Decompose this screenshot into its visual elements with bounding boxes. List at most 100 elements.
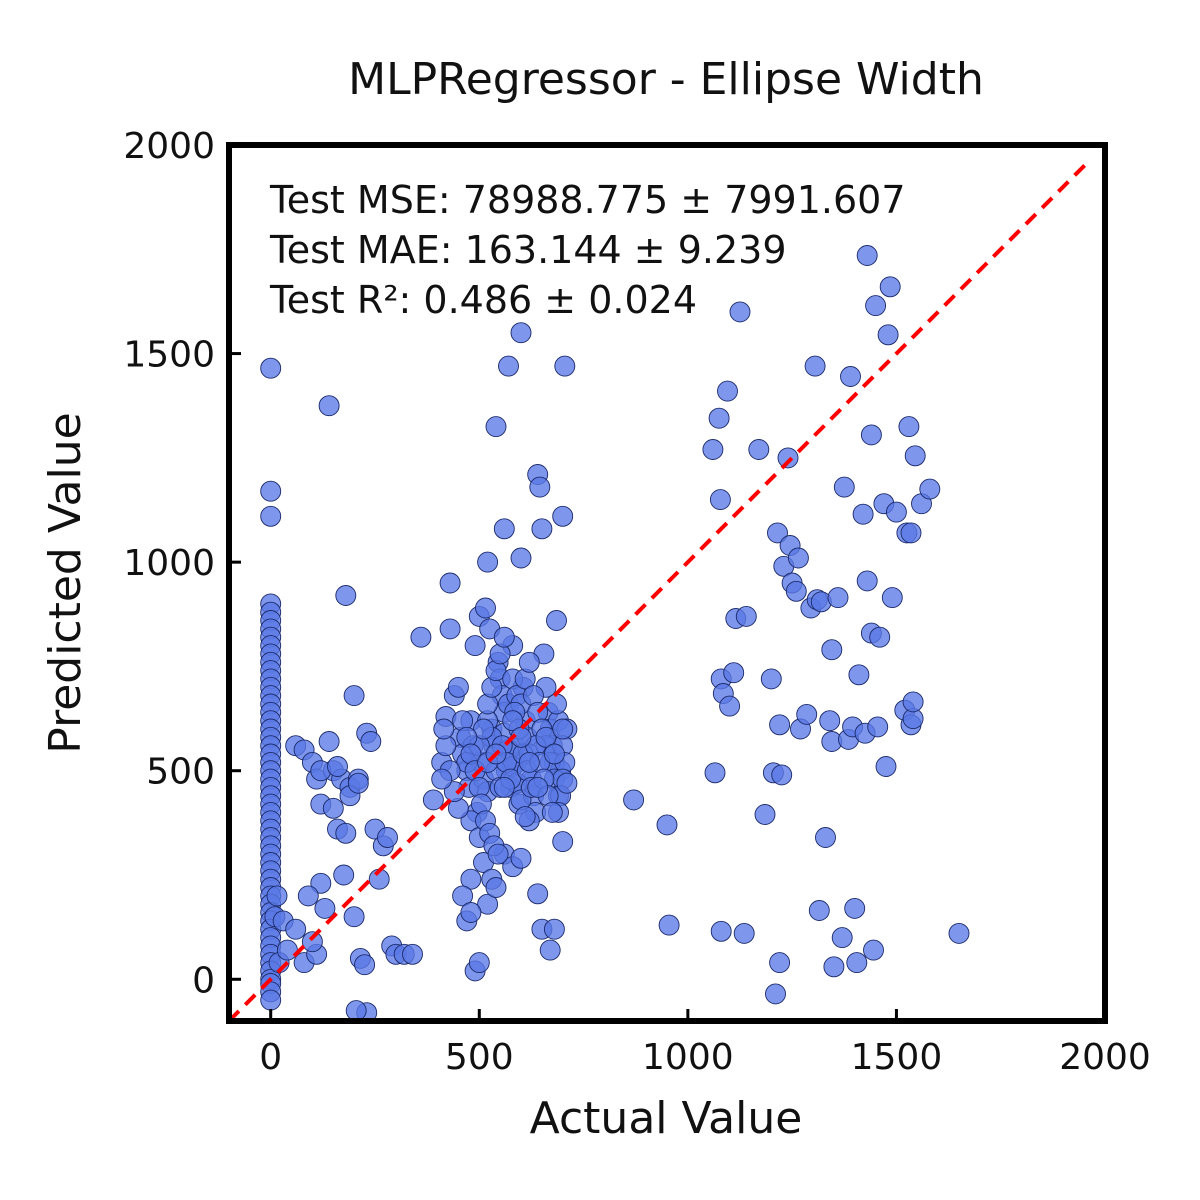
- data-point: [527, 883, 549, 905]
- x-tick-label: 1500: [851, 1037, 943, 1078]
- data-point: [623, 789, 645, 811]
- y-tick-label: 500: [146, 752, 215, 793]
- data-point: [804, 355, 826, 377]
- data-point: [556, 772, 578, 794]
- x-tick-label: 0: [259, 1037, 282, 1078]
- data-point: [848, 664, 870, 686]
- data-point: [658, 914, 680, 936]
- data-point: [827, 587, 849, 609]
- data-point: [723, 662, 745, 684]
- data-point: [541, 801, 563, 823]
- x-axis-ticks: 0 500 1000 1500 2000: [259, 1009, 1151, 1078]
- y-tick-label: 1000: [123, 543, 215, 584]
- data-point: [377, 827, 398, 848]
- data-point: [552, 505, 574, 527]
- data-point: [535, 726, 557, 748]
- data-point: [819, 710, 841, 732]
- data-point: [460, 902, 482, 923]
- data-point: [729, 301, 751, 323]
- data-point: [875, 756, 897, 777]
- data-point: [765, 983, 786, 1005]
- chart-title: MLPRegressor - Ellipse Width: [348, 54, 984, 105]
- data-point: [754, 804, 776, 825]
- data-point: [498, 355, 519, 377]
- data-point: [485, 877, 507, 898]
- data-point: [823, 956, 845, 978]
- data-point: [327, 756, 348, 777]
- y-tick-label: 0: [192, 960, 215, 1001]
- data-point: [867, 716, 889, 738]
- data-point: [546, 693, 567, 715]
- data-point: [510, 322, 532, 344]
- data-point: [717, 380, 738, 402]
- data-point: [447, 676, 469, 698]
- data-point: [518, 751, 540, 773]
- data-point: [881, 587, 903, 609]
- data-point: [460, 868, 482, 890]
- data-point: [948, 922, 970, 944]
- data-point: [487, 843, 509, 865]
- data-point: [276, 939, 298, 961]
- data-point: [833, 476, 855, 498]
- data-point: [502, 710, 524, 732]
- y-axis-label: Predicted Value: [40, 412, 91, 753]
- data-point: [464, 635, 486, 657]
- data-point: [702, 439, 724, 460]
- data-point: [314, 897, 336, 919]
- data-point: [354, 954, 376, 976]
- data-point: [554, 355, 576, 377]
- data-point: [335, 822, 357, 844]
- data-point: [527, 776, 549, 798]
- data-point: [787, 547, 809, 569]
- data-point: [898, 416, 920, 438]
- data-point: [539, 939, 561, 961]
- data-point: [260, 480, 282, 502]
- data-point: [493, 776, 515, 798]
- data-point: [865, 295, 887, 317]
- data-point: [831, 927, 853, 949]
- data-point: [704, 762, 726, 784]
- data-point: [360, 731, 382, 752]
- data-point: [493, 626, 515, 648]
- data-point: [863, 939, 884, 961]
- data-point: [902, 691, 924, 713]
- data-point: [769, 714, 791, 736]
- annotation-mse: Test MSE: 78988.775 ± 7991.607: [269, 178, 906, 222]
- data-point: [493, 518, 515, 540]
- data-point: [709, 489, 731, 511]
- data-point: [529, 476, 551, 498]
- data-point: [285, 918, 307, 940]
- data-point: [531, 518, 553, 540]
- data-point: [477, 551, 499, 573]
- y-axis-ticks: 0 500 1000 1500 2000: [123, 126, 241, 1001]
- data-point: [439, 572, 461, 594]
- data-point: [543, 743, 565, 765]
- data-point: [439, 618, 461, 640]
- x-axis-label: Actual Value: [530, 1093, 803, 1144]
- data-point: [485, 416, 507, 438]
- data-point: [760, 668, 782, 690]
- identity-line-layer: [229, 160, 1090, 1021]
- x-tick-label: 1000: [642, 1037, 734, 1078]
- data-point: [301, 931, 323, 953]
- data-point: [402, 943, 423, 965]
- data-point: [840, 366, 861, 387]
- points-layer: [260, 245, 970, 1021]
- data-point: [546, 610, 567, 631]
- data-point: [708, 407, 730, 429]
- data-point: [510, 547, 532, 569]
- data-point: [468, 952, 490, 974]
- data-point: [318, 395, 340, 417]
- data-point: [844, 897, 866, 919]
- data-point: [785, 580, 807, 602]
- data-point: [543, 918, 565, 940]
- annotation-r2: Test R²: 0.486 ± 0.024: [269, 278, 697, 322]
- data-point: [735, 605, 757, 627]
- plot-frame: [226, 142, 1108, 1024]
- data-point: [347, 772, 369, 794]
- data-point: [885, 501, 907, 523]
- y-tick-label: 1500: [123, 335, 215, 376]
- data-point: [877, 324, 899, 346]
- data-point: [846, 952, 868, 974]
